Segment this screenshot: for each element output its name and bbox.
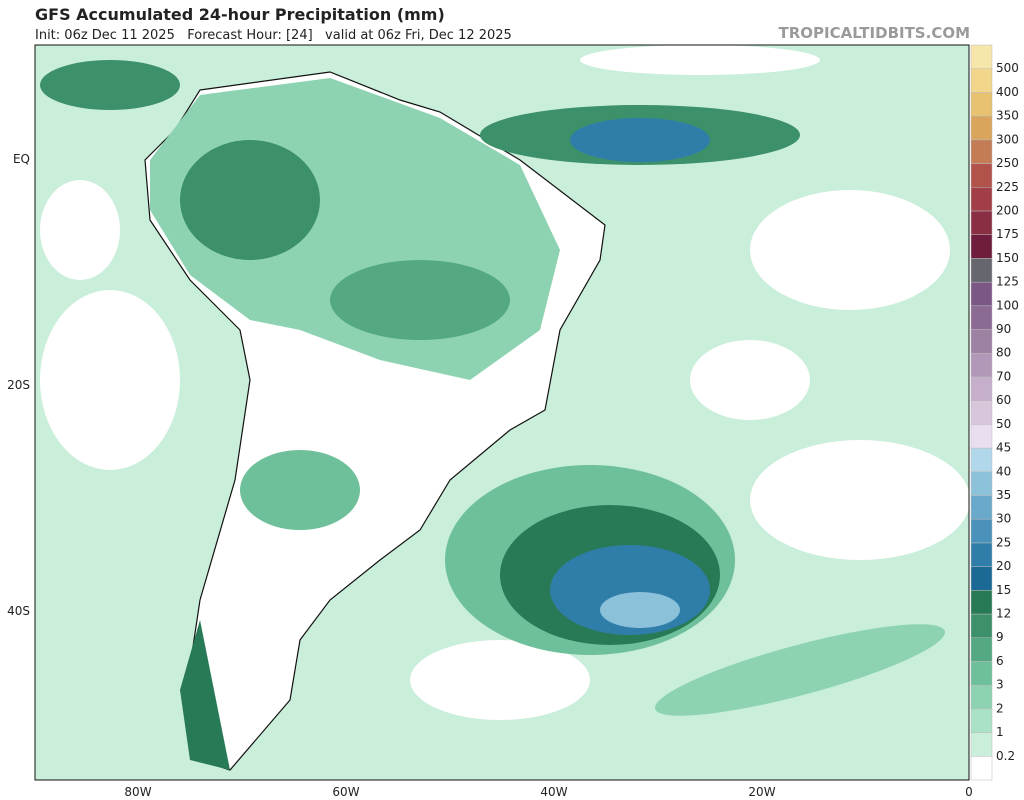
colorbar-swatch	[970, 518, 993, 544]
colorbar-label: 70	[996, 369, 1011, 383]
dry-area	[690, 340, 810, 420]
colorbar-swatch	[970, 44, 993, 69]
map-border	[34, 44, 970, 781]
colorbar-swatch	[970, 281, 993, 307]
colorbar-label: 90	[996, 322, 1011, 336]
colorbar: 0.21236912152025303540455060708090100125…	[970, 44, 1019, 781]
dry-area	[750, 190, 950, 310]
colorbar-label: 6	[996, 654, 1004, 668]
colorbar-label: 80	[996, 346, 1011, 360]
dry-area	[40, 290, 180, 470]
rain-area	[240, 450, 360, 530]
lon-label: 40W	[540, 785, 567, 799]
colorbar-label: 35	[996, 488, 1011, 502]
colorbar-swatch	[970, 566, 993, 591]
colorbar-label: 400	[996, 85, 1019, 99]
colorbar-swatch	[970, 756, 993, 781]
colorbar-swatch	[970, 424, 993, 449]
title: GFS Accumulated 24-hour Precipitation (m…	[35, 5, 445, 24]
colorbar-label: 175	[996, 227, 1019, 241]
dry-area	[750, 440, 970, 560]
colorbar-swatch	[970, 447, 993, 473]
colorbar-label: 2	[996, 701, 1004, 715]
colorbar-swatch	[970, 495, 993, 520]
colorbar-swatch	[970, 210, 993, 235]
colorbar-swatch	[970, 542, 993, 567]
colorbar-label: 12	[996, 607, 1011, 621]
colorbar-label: 350	[996, 109, 1019, 123]
lat-label: EQ	[13, 152, 30, 166]
lon-label: 20W	[748, 785, 775, 799]
colorbar-swatch	[970, 661, 993, 686]
colorbar-label: 15	[996, 583, 1011, 597]
colorbar-swatch	[970, 92, 993, 117]
colorbar-swatch	[970, 376, 993, 401]
lon-label: 60W	[332, 785, 359, 799]
colorbar-swatch	[970, 590, 993, 615]
colorbar-label: 150	[996, 251, 1019, 265]
rain-area	[654, 624, 946, 716]
cyclone-rain	[600, 592, 680, 628]
colorbar-label: 45	[996, 441, 1011, 455]
colorbar-swatch	[970, 305, 993, 330]
colorbar-label: 225	[996, 180, 1019, 194]
colorbar-swatch	[970, 187, 993, 212]
colorbar-label: 1	[996, 725, 1004, 739]
colorbar-label: 500	[996, 61, 1019, 75]
colorbar-swatch	[970, 68, 993, 93]
colorbar-swatch	[970, 352, 993, 378]
dry-area	[580, 45, 820, 75]
rain-area	[180, 140, 320, 260]
colorbar-swatch	[970, 163, 993, 188]
colorbar-swatch	[970, 234, 993, 259]
colorbar-swatch	[970, 115, 993, 141]
colorbar-label: 40	[996, 464, 1011, 478]
colorbar-label: 125	[996, 275, 1019, 289]
colorbar-label: 300	[996, 132, 1019, 146]
rain-area	[40, 60, 180, 110]
colorbar-label: 3	[996, 678, 1004, 692]
colorbar-label: 100	[996, 298, 1019, 312]
lat-label: 40S	[7, 604, 30, 618]
colorbar-swatch	[970, 613, 993, 638]
lon-label: 80W	[124, 785, 151, 799]
colorbar-label: 200	[996, 203, 1019, 217]
map	[34, 44, 970, 781]
colorbar-label: 25	[996, 535, 1011, 549]
subtitle: Init: 06z Dec 11 2025 Forecast Hour: [24…	[35, 28, 512, 43]
dry-area	[410, 640, 590, 720]
lon-label: 0	[965, 785, 973, 799]
colorbar-swatch	[970, 732, 993, 757]
dry-area	[40, 180, 120, 280]
colorbar-label: 0.2	[996, 749, 1015, 763]
colorbar-swatch	[970, 400, 993, 425]
colorbar-label: 30	[996, 512, 1011, 526]
colorbar-label: 9	[996, 630, 1004, 644]
colorbar-swatch	[970, 684, 993, 710]
colorbar-label: 250	[996, 156, 1019, 170]
colorbar-swatch	[970, 708, 993, 733]
colorbar-label: 60	[996, 393, 1011, 407]
colorbar-swatch	[970, 139, 993, 164]
rain-area	[330, 260, 510, 340]
colorbar-label: 20	[996, 559, 1011, 573]
colorbar-swatch	[970, 329, 993, 354]
lat-label: 20S	[7, 378, 30, 392]
source: TROPICALTIDBITS.COM	[779, 24, 971, 42]
itcz-rain	[570, 118, 710, 162]
colorbar-swatch	[970, 637, 993, 662]
colorbar-swatch	[970, 471, 993, 496]
colorbar-swatch	[970, 258, 993, 283]
colorbar-label: 50	[996, 417, 1011, 431]
rain-area	[180, 620, 230, 770]
